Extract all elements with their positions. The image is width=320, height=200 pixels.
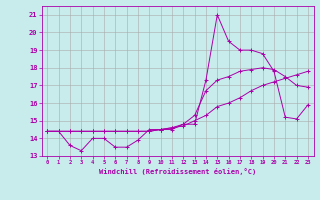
X-axis label: Windchill (Refroidissement éolien,°C): Windchill (Refroidissement éolien,°C) — [99, 168, 256, 175]
